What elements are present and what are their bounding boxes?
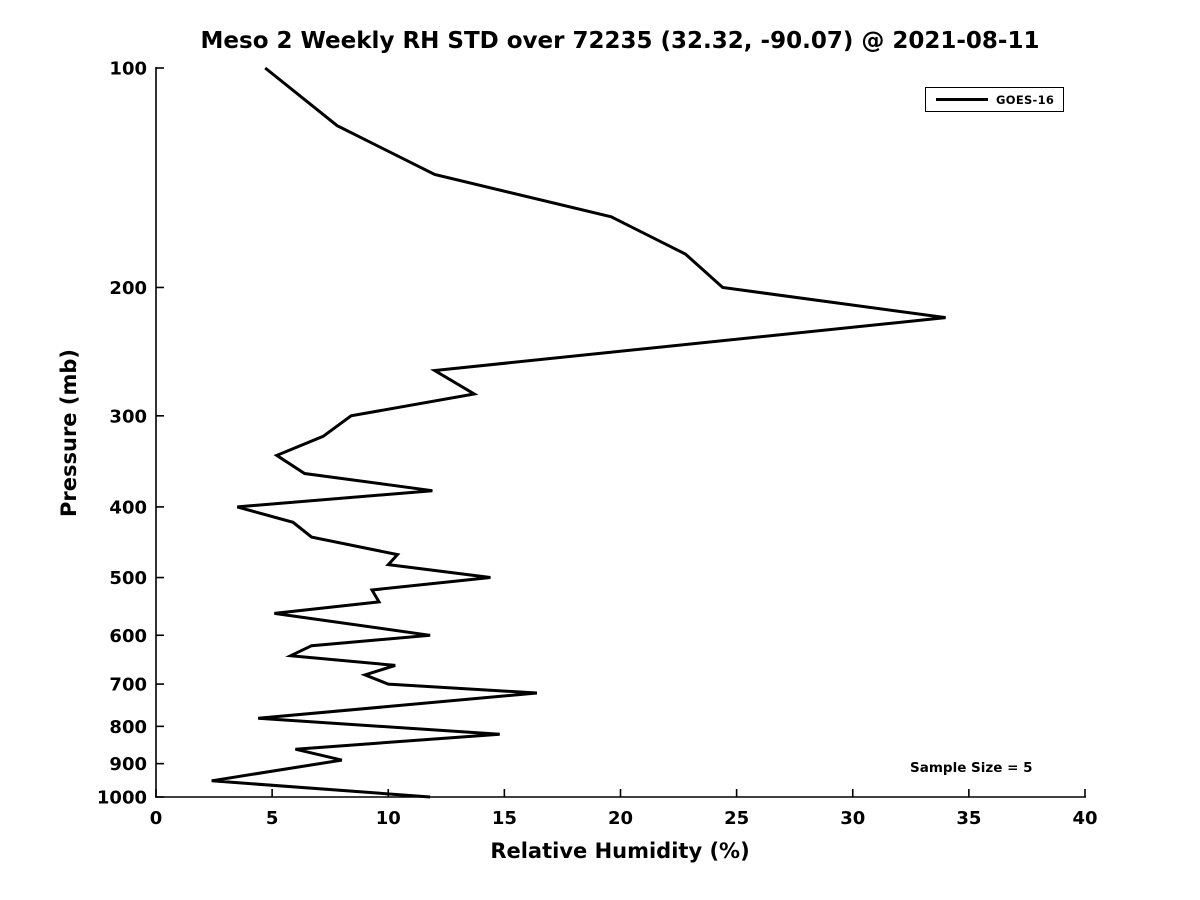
x-axis-tick-label: 35	[956, 808, 981, 829]
legend: GOES-16	[925, 87, 1064, 112]
x-axis-tick-label: 15	[492, 808, 517, 829]
y-axis-tick-label: 900	[109, 754, 147, 775]
y-axis-tick-label: 200	[109, 278, 147, 299]
x-axis-tick-label: 20	[608, 808, 633, 829]
y-axis-tick-label: 100	[109, 59, 147, 80]
x-axis-tick-label: 30	[840, 808, 865, 829]
x-axis-tick-label: 40	[1072, 808, 1097, 829]
y-axis-title: Pressure (mb)	[57, 349, 81, 517]
y-axis-tick-label: 300	[109, 406, 147, 427]
x-axis-tick-label: 25	[724, 808, 749, 829]
x-axis-tick-label: 0	[150, 808, 163, 829]
y-axis-tick-label: 700	[109, 675, 147, 696]
rh-profile-line	[211, 66, 946, 799]
x-axis-title: Relative Humidity (%)	[490, 839, 750, 863]
y-axis-tick-label: 400	[109, 497, 147, 518]
y-axis-tick-label: 600	[109, 626, 147, 647]
y-axis-tick-label: 800	[109, 717, 147, 738]
y-axis-tick-label: 1000	[97, 788, 147, 809]
sample-size-annotation: Sample Size = 5	[910, 760, 1033, 776]
legend-label: GOES-16	[996, 92, 1055, 107]
x-axis-tick-label: 10	[376, 808, 401, 829]
chart-title: Meso 2 Weekly RH STD over 72235 (32.32, …	[200, 28, 1040, 54]
legend-line-icon	[936, 98, 988, 101]
y-axis-tick-label: 500	[109, 568, 147, 589]
x-axis-tick-label: 5	[266, 808, 279, 829]
